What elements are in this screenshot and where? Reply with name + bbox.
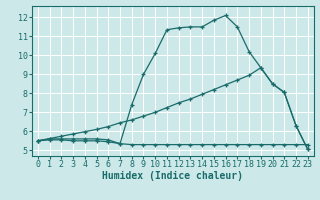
X-axis label: Humidex (Indice chaleur): Humidex (Indice chaleur) xyxy=(102,171,243,181)
